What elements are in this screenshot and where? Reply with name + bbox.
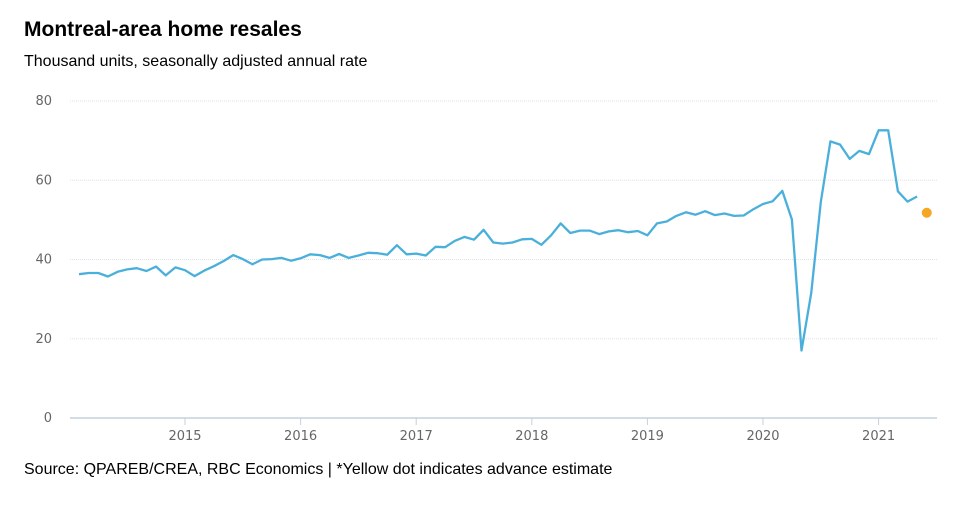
chart-subtitle: Thousand units, seasonally adjusted annu… [24, 53, 368, 70]
x-tick-label-2019: 2019 [631, 429, 664, 444]
y-tick-label-60: 60 [35, 173, 52, 188]
y-axis-ticks: 0 20 40 60 80 [35, 94, 52, 426]
y-tick-label-0: 0 [44, 411, 52, 426]
series-layer [78, 129, 932, 352]
grid-lines [70, 100, 937, 340]
x-tick-label-2018: 2018 [515, 429, 548, 444]
x-tick-label-2021: 2021 [862, 429, 895, 444]
y-tick-label-40: 40 [35, 253, 52, 268]
x-axis: 2015 2016 2017 2018 2019 2020 2021 [70, 417, 937, 444]
chart-title: Montreal-area home resales [24, 18, 302, 41]
advance-estimate-dot [921, 207, 932, 218]
y-tick-label-20: 20 [35, 332, 52, 347]
x-tick-label-2020: 2020 [746, 429, 779, 444]
x-tick-label-2015: 2015 [168, 429, 201, 444]
x-tick-label-2016: 2016 [284, 429, 317, 444]
y-tick-label-80: 80 [35, 94, 52, 109]
x-tick-label-2017: 2017 [400, 429, 433, 444]
source-note: Source: QPAREB/CREA, RBC Economics | *Ye… [24, 461, 613, 478]
series-line-resales [78, 129, 918, 352]
